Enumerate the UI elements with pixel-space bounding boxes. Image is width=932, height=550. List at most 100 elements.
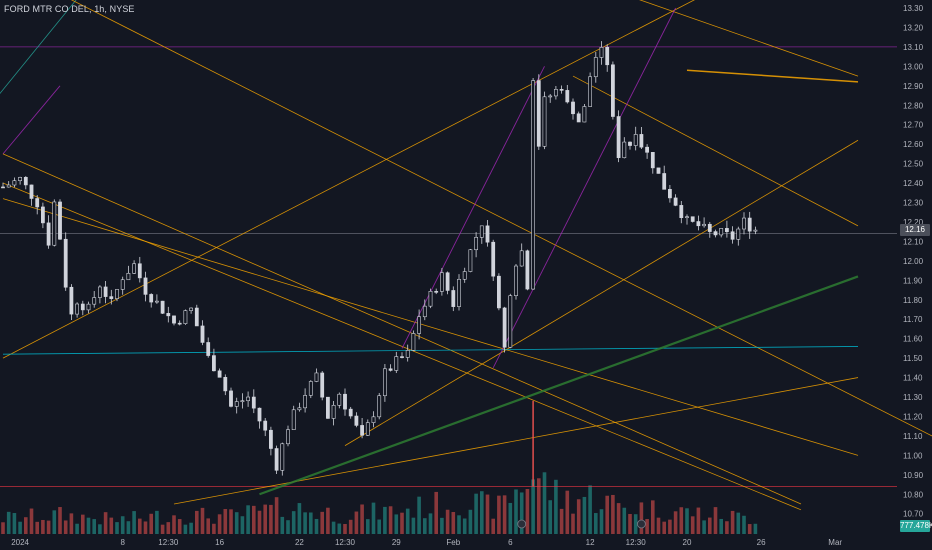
price-axis[interactable]: 13.30 13.20 13.10 13.00 12.90 12.80 12.70 12.60… [903, 4, 924, 519]
trend-line[interactable] [2, 85, 61, 155]
volume-bar [195, 510, 199, 534]
candle-body [599, 46, 604, 58]
volume-bar [582, 496, 587, 534]
candle-body [479, 225, 484, 238]
y-tick-label: 11.30 [903, 393, 923, 402]
y-tick-label: 11.10 [903, 432, 923, 441]
trend-line[interactable] [572, 75, 859, 227]
trend-line[interactable] [2, 346, 859, 355]
candle-body [143, 277, 148, 295]
x-tick-label: 20 [683, 538, 692, 547]
candle-body [485, 225, 490, 243]
volume-bar [138, 518, 142, 534]
trend-line[interactable] [344, 139, 859, 446]
volume-bar [149, 513, 153, 534]
y-tick-label: 12.30 [903, 199, 924, 208]
volume-bar [747, 524, 752, 534]
event-markers[interactable] [517, 519, 646, 529]
volume-bar [120, 516, 125, 534]
volume-bar [662, 521, 666, 534]
y-tick-label: 11.00 [903, 451, 923, 460]
volume-bar [366, 519, 370, 534]
trend-line[interactable] [686, 69, 859, 83]
x-tick-label: 22 [295, 538, 304, 547]
candle-body [308, 381, 313, 396]
y-tick-label: 12.10 [903, 237, 924, 246]
candle-body [35, 198, 40, 208]
candle-body [257, 407, 262, 422]
volume-bar [742, 515, 746, 534]
candle-body [371, 416, 376, 423]
volume-bar [189, 522, 193, 534]
x-tick-label: 26 [757, 538, 766, 547]
candle-body [753, 229, 758, 232]
symbol-title[interactable]: FORD MTR CO DEL, 1h, NYSE [4, 4, 135, 14]
volume-bar [58, 507, 62, 534]
volume-bars [1, 472, 758, 534]
volume-bar [212, 523, 216, 534]
volume-bar [394, 514, 399, 534]
volume-bar [548, 500, 552, 534]
volume-bar [497, 495, 501, 534]
trend-line[interactable] [2, 0, 773, 359]
event-marker-icon[interactable] [517, 519, 527, 529]
candle-body [394, 356, 399, 371]
x-tick-label: 2024 [11, 538, 29, 547]
volume-bar [628, 513, 632, 534]
volume-bar [69, 513, 74, 534]
candle-body [565, 90, 570, 103]
y-tick-label: 12.80 [903, 101, 924, 110]
candle-body [217, 370, 222, 378]
volume-bar [183, 524, 188, 534]
candle-body [673, 197, 678, 206]
trend-line[interactable] [259, 275, 859, 496]
event-marker-icon[interactable] [637, 519, 646, 529]
volume-bar [451, 512, 456, 534]
candle-body [639, 134, 644, 148]
volume-bar [485, 494, 490, 534]
volume-bar [708, 517, 712, 534]
volume-bar [46, 520, 51, 534]
candle-body [18, 177, 23, 182]
candle-body [633, 134, 638, 146]
y-tick-label: 11.20 [903, 412, 923, 421]
trend-line[interactable] [2, 153, 802, 505]
x-tick-label: 12:30 [335, 538, 356, 547]
candle-body [52, 201, 57, 246]
trend-line[interactable] [401, 66, 545, 349]
volume-bar [343, 524, 347, 534]
candle-body [212, 355, 216, 372]
candle-body [120, 279, 125, 290]
x-tick-label: Mar [828, 538, 842, 547]
time-axis[interactable]: 2024 8 12:30 16 22 12:30 29 Feb 6 12 12:30 20 26 Mar [0, 534, 932, 550]
volume-bar [440, 517, 444, 534]
y-tick-label: 13.00 [903, 62, 924, 71]
trend-line[interactable] [2, 198, 859, 456]
candle-body [234, 401, 239, 407]
candle-body [240, 400, 245, 403]
candle-body [58, 201, 62, 240]
volume-bar [52, 510, 57, 534]
candle-body [702, 223, 707, 227]
trend-line[interactable] [385, 0, 859, 77]
volume-bar [423, 518, 427, 534]
candle-body [337, 393, 342, 406]
volume-bar [1, 522, 5, 534]
volume-bar [172, 515, 176, 534]
candle-body [719, 228, 724, 236]
candle-body [474, 237, 479, 251]
candle-body [377, 395, 382, 418]
volume-bar [702, 520, 706, 534]
volume-bar [63, 520, 68, 534]
y-tick-label: 13.10 [903, 43, 924, 52]
volume-bar [462, 518, 467, 534]
trend-line[interactable] [2, 182, 802, 511]
volume-bar [622, 507, 627, 534]
candle-body [160, 300, 165, 314]
volume-bar [480, 491, 484, 534]
trend-line[interactable] [492, 7, 677, 369]
trend-line[interactable] [0, 0, 117, 125]
